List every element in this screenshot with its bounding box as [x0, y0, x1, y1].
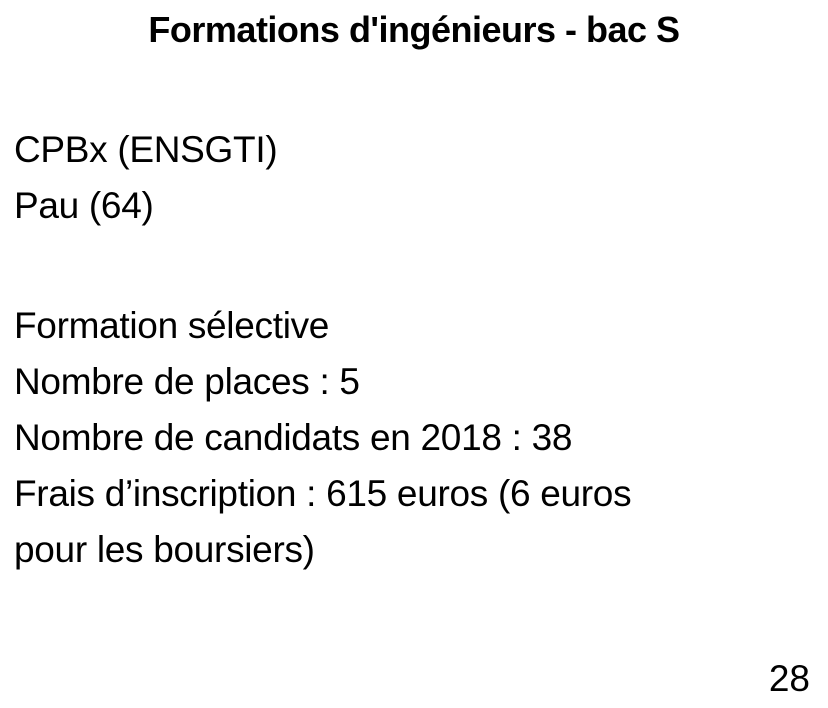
page-number: 28 — [768, 658, 810, 699]
detail-places: Nombre de places : 5 — [14, 361, 360, 402]
formation-details: Formation sélective Nombre de places : 5… — [14, 298, 814, 578]
school-info: CPBx (ENSGTI) Pau (64) — [14, 122, 814, 234]
detail-selectivity: Formation sélective — [14, 305, 330, 346]
slide-title: Formations d'ingénieurs - bac S — [148, 9, 680, 50]
detail-fees: Frais d’inscription : 615 euros (6 euros — [14, 473, 632, 514]
school-location: Pau (64) — [14, 185, 154, 226]
detail-fees-continued: pour les boursiers) — [14, 529, 315, 570]
detail-candidates: Nombre de candidats en 2018 : 38 — [14, 417, 573, 458]
school-name: CPBx (ENSGTI) — [14, 129, 278, 170]
